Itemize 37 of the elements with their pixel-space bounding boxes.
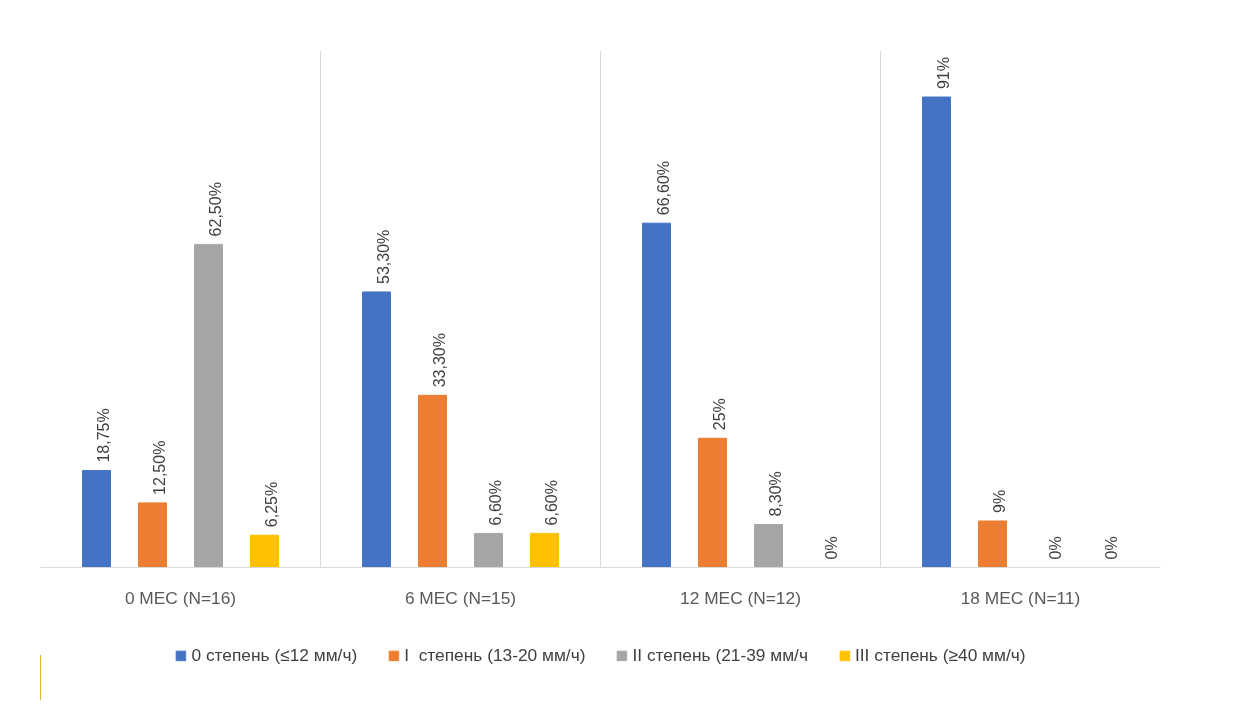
bar xyxy=(922,96,951,568)
data-label: 0% xyxy=(1103,536,1120,560)
bar xyxy=(418,394,447,568)
data-label: 91% xyxy=(935,57,952,90)
bar xyxy=(250,534,279,568)
x-tick-label: 6 МЕС (N=15) xyxy=(404,587,517,608)
bar xyxy=(138,502,167,568)
data-label: 6,25% xyxy=(263,481,280,528)
bar xyxy=(978,520,1007,568)
bar xyxy=(82,470,111,568)
bar xyxy=(530,532,559,568)
data-label: 0% xyxy=(1047,536,1064,560)
data-label: 9% xyxy=(991,489,1008,513)
data-label: 25% xyxy=(711,398,728,431)
legend-label: II степень (21-39 мм/ч xyxy=(632,644,808,666)
bar xyxy=(698,437,727,568)
data-label: 0% xyxy=(823,536,840,560)
bar xyxy=(362,291,391,568)
data-label: 18,75% xyxy=(95,408,112,463)
data-label: 12,50% xyxy=(151,440,168,495)
bar xyxy=(194,243,223,568)
data-label: 8,30% xyxy=(767,471,784,517)
data-label: 53,30% xyxy=(375,229,392,284)
bar xyxy=(642,222,671,568)
data-label: 66,60% xyxy=(655,160,672,216)
legend-label: 0 степень (≤12 мм/ч) xyxy=(191,644,358,666)
data-label: 6,60% xyxy=(487,480,504,526)
data-label: 62,50% xyxy=(207,182,224,237)
legend-label: III степень (≥40 мм/ч) xyxy=(854,644,1026,666)
bar xyxy=(474,532,503,568)
x-tick-label: 0 МЕС (N=16) xyxy=(124,587,237,608)
x-tick-label: 12 МЕС (N=12) xyxy=(680,587,801,608)
x-tick-label: 18 МЕС (N=11) xyxy=(960,587,1081,608)
legend-label: I степень (13-20 мм/ч) xyxy=(404,644,586,666)
bar xyxy=(754,524,783,568)
data-label: 33,30% xyxy=(431,333,448,388)
data-label: 6,60% xyxy=(543,480,560,526)
